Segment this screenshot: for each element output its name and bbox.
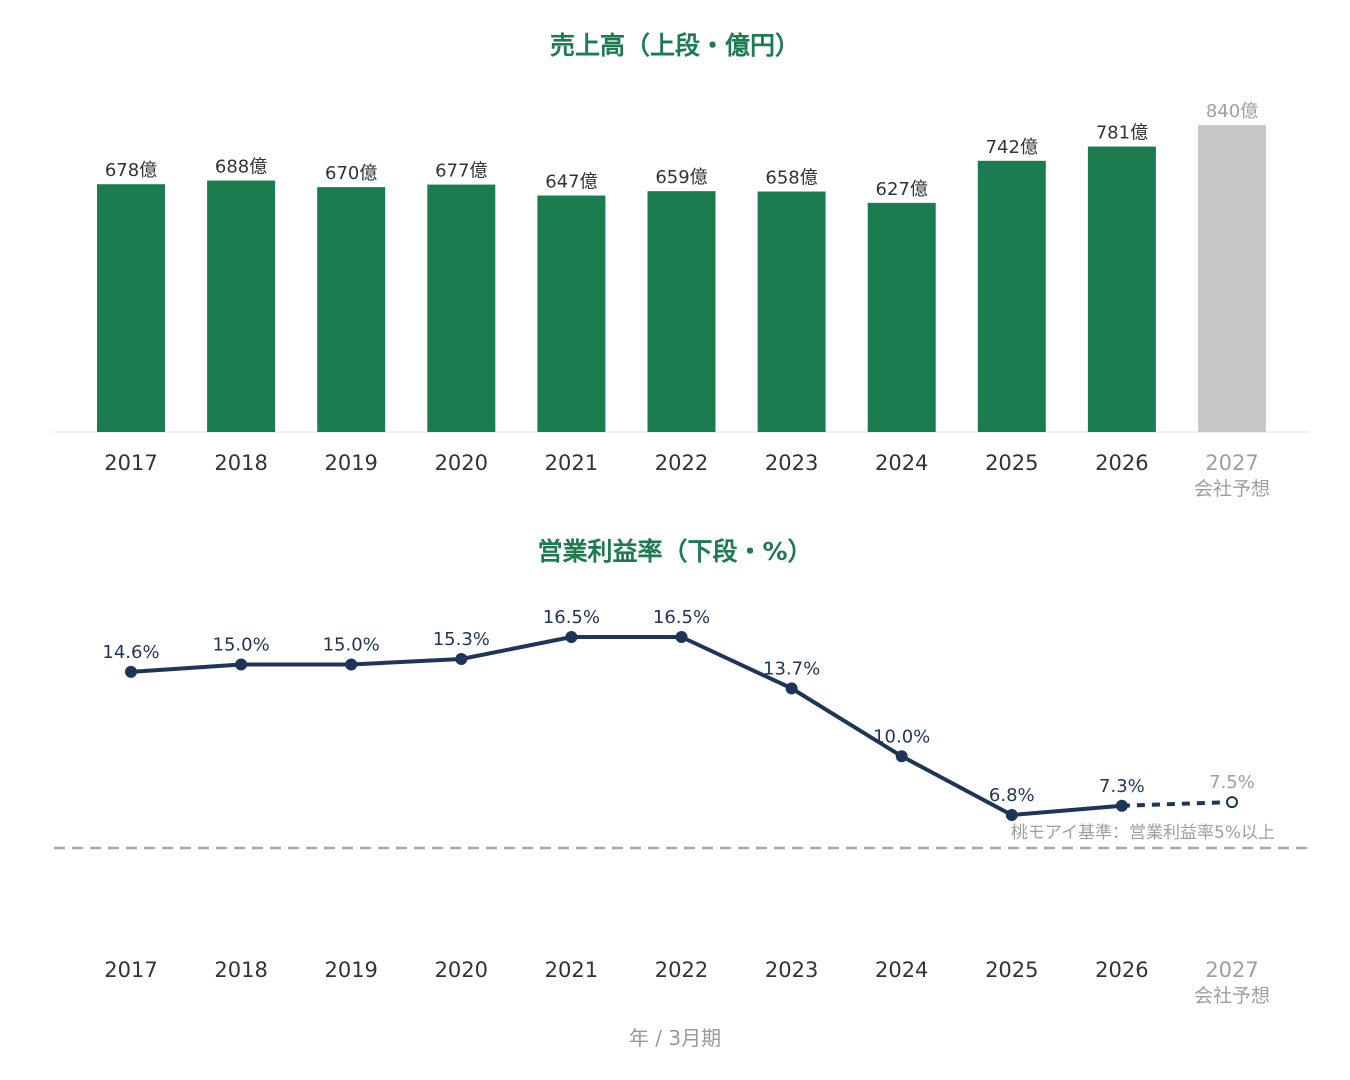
x-tick-label: 2020 <box>435 958 488 982</box>
line-data-label: 16.5% <box>653 607 710 628</box>
data-point <box>1005 808 1018 821</box>
x-tick-label: 2017 <box>104 451 157 475</box>
x-tick-sublabel: 会社予想 <box>1194 985 1270 1007</box>
bar-data-label: 742億 <box>986 137 1038 158</box>
line-data-label: 13.7% <box>763 658 820 679</box>
data-point <box>125 665 137 678</box>
line-data-label: 15.0% <box>213 635 270 656</box>
line-data-label: 6.8% <box>989 785 1035 806</box>
line-data-label: 7.5% <box>1209 772 1255 793</box>
data-point <box>235 658 248 671</box>
x-tick-label: 2021 <box>545 451 598 475</box>
x-tick-label: 2024 <box>875 451 928 475</box>
data-point <box>455 653 468 666</box>
data-point <box>895 750 908 763</box>
data-point <box>565 631 578 643</box>
line-chart-title: 営業利益率（下段・%） <box>537 537 812 566</box>
x-tick-label: 2017 <box>104 958 157 982</box>
x-tick-label: 2020 <box>435 451 488 475</box>
bar-data-label: 678億 <box>105 160 157 181</box>
data-point <box>675 631 688 643</box>
line-data-label: 15.0% <box>323 635 380 656</box>
bar <box>97 184 165 432</box>
bar-data-label: 840億 <box>1206 101 1258 122</box>
x-tick-label: 2023 <box>765 451 818 475</box>
bar-chart: 678億 2017 688億 2018 670億 2019 677億 2020 647億 2021… <box>54 101 1310 500</box>
x-tick-label: 2026 <box>1095 451 1148 475</box>
bar <box>207 180 276 432</box>
x-tick-label: 2018 <box>214 958 267 982</box>
x-tick-label: 2025 <box>985 451 1038 475</box>
bar-data-label: 647億 <box>545 172 597 193</box>
reference-line-label: 桃モアイ基準：営業利益率5%以上 <box>1011 823 1275 843</box>
data-point <box>1115 799 1128 812</box>
bar <box>317 187 386 432</box>
bar-data-label: 659億 <box>655 167 707 188</box>
bar-data-label: 658億 <box>765 168 817 189</box>
x-axis-title: 年 / 3月期 <box>629 1026 721 1050</box>
bar-data-label: 677億 <box>435 161 487 182</box>
x-tick-label: 2024 <box>875 958 928 982</box>
line-data-label: 15.3% <box>433 629 490 650</box>
bar-chart-title: 売上高（上段・億円） <box>550 31 800 60</box>
bar <box>1087 146 1156 432</box>
x-tick-label: 2027 <box>1205 958 1258 982</box>
line-data-label: 16.5% <box>543 607 600 628</box>
x-tick-label: 2021 <box>545 958 598 982</box>
bar-data-label: 670億 <box>325 163 377 184</box>
data-point <box>785 682 798 695</box>
line-chart: 桃モアイ基準：営業利益率5%以上 14.6% 2017 15.0% 2018 15.0% 2… <box>54 607 1310 1007</box>
bar-data-label: 781億 <box>1096 123 1148 144</box>
x-tick-label: 2019 <box>324 958 377 982</box>
bar <box>647 191 716 432</box>
x-tick-label: 2026 <box>1095 958 1148 982</box>
x-tick-label: 2018 <box>214 451 267 475</box>
x-tick-label: 2019 <box>324 451 377 475</box>
bar-data-label: 688億 <box>215 157 267 178</box>
bar <box>1198 125 1266 432</box>
bar <box>977 160 1046 433</box>
series-line <box>129 635 1124 817</box>
x-tick-label: 2023 <box>765 958 818 982</box>
bar <box>867 202 936 432</box>
bar <box>757 191 826 432</box>
bar <box>537 195 606 432</box>
x-tick-sublabel: 会社予想 <box>1194 478 1270 500</box>
x-tick-label: 2022 <box>655 451 708 475</box>
line-data-label: 14.6% <box>102 642 159 663</box>
bar-data-label: 627億 <box>876 179 928 200</box>
line-data-label: 10.0% <box>873 726 930 747</box>
data-point <box>1226 796 1238 809</box>
data-point <box>345 658 358 671</box>
line-data-label: 7.3% <box>1099 776 1145 797</box>
bar <box>427 184 496 432</box>
forecast-line <box>1121 800 1233 808</box>
x-tick-label: 2022 <box>655 958 708 982</box>
x-tick-label: 2025 <box>985 958 1038 982</box>
x-tick-label: 2027 <box>1205 451 1258 475</box>
